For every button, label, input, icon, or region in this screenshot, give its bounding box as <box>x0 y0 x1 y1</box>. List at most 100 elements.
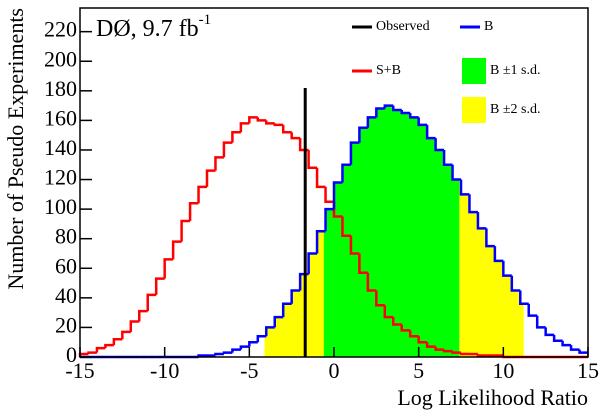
x-tick-label: 15 <box>577 358 599 383</box>
histogram-bin <box>256 335 267 343</box>
histogram-bin <box>290 132 301 140</box>
histogram-bin <box>307 149 318 169</box>
histogram-bin <box>214 156 224 171</box>
y-tick-label: 80 <box>55 224 77 249</box>
histogram-bin <box>239 345 250 350</box>
histogram-bin <box>485 228 495 248</box>
histogram-bin <box>239 122 250 133</box>
histogram-bin <box>95 346 106 353</box>
histogram-bin <box>535 315 546 329</box>
histogram-bin <box>383 104 394 109</box>
histogram-bin <box>408 112 419 119</box>
histogram-bin <box>265 326 275 337</box>
y-tick-label: 0 <box>66 342 77 367</box>
histogram-bin <box>281 124 292 134</box>
histogram-bin <box>205 169 216 187</box>
histogram-bin <box>281 302 292 318</box>
y-tick-label: 180 <box>44 76 77 101</box>
y-tick-label: 100 <box>44 194 77 219</box>
histogram-bin <box>273 315 284 328</box>
histogram-bin <box>290 289 301 304</box>
histogram-bin <box>392 105 402 112</box>
legend-label: B ±1 s.d. <box>490 63 540 78</box>
histogram-bin <box>154 277 165 295</box>
x-tick-label: -10 <box>150 358 179 383</box>
histogram-bin <box>451 351 461 354</box>
histogram-bin <box>502 260 512 277</box>
histogram-bin <box>383 305 394 319</box>
histogram-bin <box>315 167 326 189</box>
histogram-bin <box>349 235 360 255</box>
histogram-bin <box>561 340 572 347</box>
histogram-bin <box>459 179 470 196</box>
histogram-bin <box>222 141 233 158</box>
histogram-bin <box>476 354 487 357</box>
histogram-bin <box>468 194 478 214</box>
y-tick-label: 60 <box>55 253 77 278</box>
x-tick-label: 5 <box>413 358 424 383</box>
x-tick-label: -15 <box>65 358 94 383</box>
histogram-bin <box>552 334 563 342</box>
histogram-bin <box>434 138 445 152</box>
chart-title: DØ, 9.7 fb-1 <box>96 12 211 41</box>
histogram-bin <box>146 293 157 312</box>
histogram-bin <box>214 352 224 356</box>
histogram-bin <box>121 330 131 340</box>
histogram-bin <box>188 201 199 221</box>
histogram-bin <box>315 230 326 254</box>
histogram-bin <box>527 303 538 317</box>
y-tick-label: 140 <box>44 135 77 160</box>
histogram-bin <box>493 246 504 263</box>
histogram-bin <box>104 343 114 349</box>
histogram-bin <box>112 338 123 346</box>
histogram-bin <box>569 345 580 351</box>
histogram-bin <box>434 346 445 351</box>
histogram-bin <box>442 149 453 167</box>
histogram-bin <box>459 352 470 356</box>
x-tick-label: 0 <box>329 358 340 383</box>
y-tick-label: 120 <box>44 165 77 190</box>
histogram-bin <box>375 107 385 118</box>
histogram-bin <box>417 336 428 344</box>
histogram-bin <box>366 272 377 292</box>
histogram-bin <box>476 212 487 230</box>
histogram-bin <box>231 130 241 143</box>
histogram-bin <box>231 348 241 353</box>
histogram-bin <box>578 349 588 354</box>
histogram-bin <box>366 116 377 128</box>
histogram-bin <box>138 309 148 322</box>
histogram-bin <box>519 290 529 306</box>
histogram-bin <box>129 320 140 332</box>
y-tick-label: 160 <box>44 105 77 130</box>
histogram-bin <box>510 275 521 292</box>
histogram-bin <box>400 110 411 115</box>
y-tick-label: 20 <box>55 312 77 337</box>
x-axis-label: Log Likelihood Ratio <box>397 385 588 410</box>
histogram-bin <box>341 163 351 183</box>
title-text: DØ, 9.7 fb <box>96 16 199 42</box>
legend-label: Observed <box>376 19 430 34</box>
histogram-bin <box>332 181 343 210</box>
plot-area <box>78 104 588 359</box>
y-tick-label: 40 <box>55 283 77 308</box>
histogram-bin <box>222 351 233 355</box>
histogram-bin <box>375 290 385 307</box>
histogram-bin <box>544 327 555 337</box>
histogram-bin <box>248 116 258 124</box>
histogram-bin <box>400 324 411 332</box>
x-tick-label: -5 <box>240 358 258 383</box>
histogram-bin <box>408 330 419 338</box>
histogram-bin <box>256 117 267 122</box>
histogram-bin <box>392 317 402 326</box>
histogram-bin <box>425 124 436 140</box>
histogram-bin <box>358 253 368 274</box>
histogram-bin <box>451 164 461 181</box>
title-superscript: -1 <box>199 12 212 28</box>
histogram-bin <box>324 186 334 203</box>
histogram-bin <box>425 342 436 348</box>
histogram-bin <box>180 219 191 242</box>
histogram-bin <box>442 349 453 353</box>
legend-swatch <box>462 97 486 123</box>
y-tick-label: 220 <box>44 17 77 42</box>
